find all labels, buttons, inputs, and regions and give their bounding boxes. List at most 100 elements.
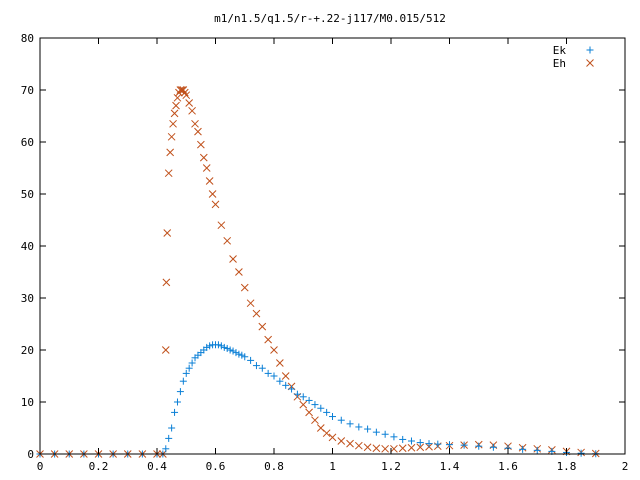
data-point: [381, 444, 390, 453]
data-point: [208, 190, 217, 198]
data-point: [258, 322, 267, 331]
legend-label: Ek: [553, 44, 567, 57]
legend-marker: [586, 46, 594, 54]
data-point: [191, 119, 199, 128]
data-point: [162, 445, 170, 453]
data-point: [188, 106, 196, 115]
data-point: [246, 299, 255, 308]
data-point: [390, 444, 398, 453]
x-tick-label: 2: [622, 460, 629, 473]
data-point: [533, 446, 541, 454]
data-point: [329, 413, 336, 421]
data-point: [167, 132, 176, 141]
data-point: [355, 423, 363, 431]
data-point: [460, 441, 468, 449]
x-tick-label: 0.8: [264, 460, 284, 473]
data-point: [264, 335, 273, 344]
data-point: [172, 101, 180, 110]
data-point: [282, 381, 290, 389]
data-point: [407, 437, 415, 445]
data-point: [202, 164, 211, 172]
data-point: [176, 388, 184, 396]
data-point: [173, 398, 181, 406]
data-point: [399, 435, 407, 443]
x-tick-label: 0.4: [147, 460, 167, 473]
data-point: [270, 346, 278, 354]
legend-marker: [586, 59, 594, 67]
data-point: [328, 433, 337, 442]
x-tick-label: 0.6: [206, 460, 226, 473]
data-point: [229, 347, 237, 355]
data-point: [354, 441, 363, 450]
data-point: [217, 342, 225, 350]
y-tick-label: 20: [21, 344, 34, 357]
data-point: [311, 401, 319, 409]
data-point: [206, 342, 214, 350]
data-point: [311, 416, 319, 425]
data-point: [275, 359, 284, 367]
data-point: [416, 439, 424, 447]
data-point: [425, 440, 433, 448]
data-point: [162, 278, 171, 287]
y-tick-label: 30: [21, 292, 34, 305]
data-point: [238, 351, 246, 359]
data-point: [323, 408, 331, 416]
legend-label: Eh: [553, 57, 566, 70]
y-tick-label: 40: [21, 240, 34, 253]
data-point: [252, 362, 260, 370]
data-point: [372, 428, 380, 436]
data-point: [407, 443, 416, 452]
data-point: [226, 346, 234, 354]
data-point: [163, 229, 172, 237]
y-tick-label: 80: [21, 32, 34, 45]
data-point: [305, 408, 313, 417]
x-tick-label: 0.2: [89, 460, 109, 473]
x-tick-label: 1.2: [381, 460, 401, 473]
data-point: [241, 353, 249, 361]
data-point: [217, 221, 226, 230]
y-tick-label: 10: [21, 396, 34, 409]
data-point: [229, 255, 237, 263]
data-point: [489, 443, 497, 451]
data-point: [293, 390, 301, 398]
data-point: [519, 445, 527, 453]
y-tick-label: 0: [27, 448, 34, 461]
data-point: [381, 430, 389, 438]
data-point: [364, 425, 372, 433]
data-point: [288, 385, 296, 393]
y-tick-label: 60: [21, 136, 34, 149]
data-point: [434, 440, 442, 448]
data-point: [164, 169, 173, 178]
data-point: [161, 346, 170, 354]
data-point: [170, 109, 179, 118]
data-point: [398, 444, 407, 453]
data-point: [232, 349, 240, 357]
data-point: [346, 420, 354, 428]
data-point: [346, 439, 354, 448]
data-point: [173, 93, 182, 102]
data-point: [322, 429, 331, 438]
data-point: [197, 140, 205, 149]
data-point: [258, 364, 266, 372]
x-tick-label: 1.4: [440, 460, 460, 473]
data-point: [182, 91, 191, 100]
data-point: [446, 441, 453, 449]
data-point: [171, 408, 179, 416]
data-point: [235, 350, 243, 358]
data-point: [205, 177, 214, 185]
data-point: [223, 344, 231, 352]
data-point: [337, 416, 345, 424]
data-point: [168, 424, 176, 432]
data-point: [179, 377, 187, 385]
x-tick-label: 1: [329, 460, 336, 473]
data-point: [235, 268, 243, 276]
data-point: [577, 449, 585, 457]
x-tick-label: 1.8: [557, 460, 577, 473]
data-point: [416, 443, 425, 452]
data-point: [240, 283, 249, 292]
data-point: [247, 356, 255, 364]
data-point: [270, 372, 278, 380]
data-point: [299, 400, 308, 409]
